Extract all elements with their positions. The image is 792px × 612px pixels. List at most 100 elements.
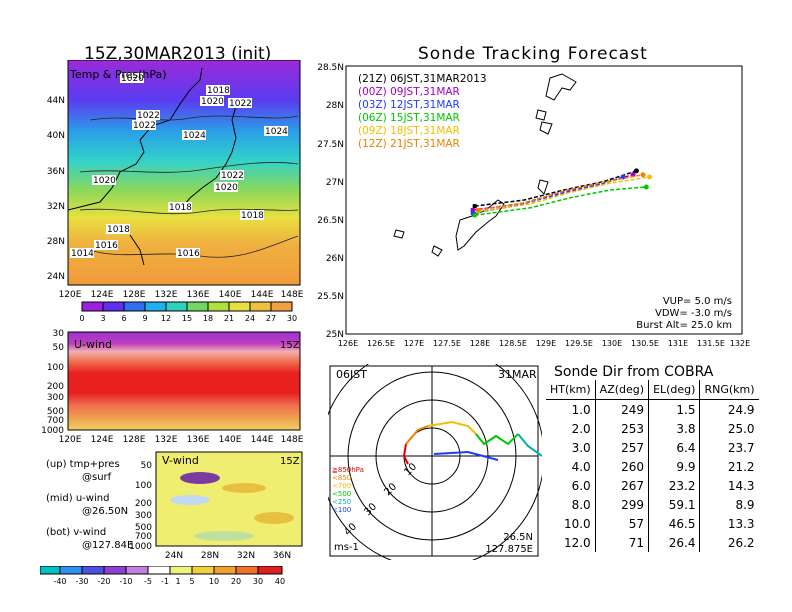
lon-tick: 140E <box>219 290 242 300</box>
p-tick: 700 <box>47 416 64 426</box>
colorbar-tick: 30 <box>253 577 263 586</box>
col-header: RNG(km) <box>699 380 759 400</box>
colorbar-tick: 0 <box>79 314 84 323</box>
p-tick: 1000 <box>41 426 64 436</box>
lon-tick: 128E <box>123 435 146 444</box>
colorbar-tick: -5 <box>144 577 152 586</box>
sonde-dir-table: HT(km) AZ(deg) EL(deg) RNG(km) 1.0 249 1.5… <box>546 380 759 552</box>
col-header: AZ(deg) <box>594 380 649 400</box>
colorbar-tick: 9 <box>142 314 147 323</box>
legend-entry-06z: (06Z) 15JST,31MAR <box>358 112 460 124</box>
panel-notes: (up) tmp+pres @surf (mid) u-wind @26.50N… <box>46 458 133 552</box>
hodo-loc-lon: 127.875E <box>485 544 533 555</box>
p-tick: 500 <box>135 523 152 533</box>
pressure-label: 1020 <box>215 183 238 193</box>
legend-entry-21z: (21Z) 06JST,31MAR2013 <box>358 73 487 85</box>
lon-tick: 124E <box>91 435 114 444</box>
pressure-label: 1024 <box>265 127 288 137</box>
pressure-label: 1018 <box>207 86 230 96</box>
colorbar-tick: 5 <box>189 577 194 586</box>
colorbar-tick: 20 <box>231 577 241 586</box>
track-start <box>470 211 475 216</box>
lon-tick: 120E <box>59 290 82 300</box>
lon-tick: 130.5E <box>631 339 659 348</box>
p-tick: 200 <box>47 382 64 392</box>
temp-pres-map: 1020 1018 1020 1022 1022 1022 1024 1024 … <box>47 60 304 323</box>
track-lon-ticks: 126E 126.5E 127E 127.5E 128E 128.5E 129E… <box>338 339 750 348</box>
lat-tick: 32N <box>47 202 65 212</box>
right-title: Sonde Tracking Forecast <box>418 44 648 64</box>
track-lines <box>470 168 653 218</box>
p-tick: 300 <box>135 511 152 521</box>
uwind-lon-ticks: 120E 124E 128E 132E 136E 140E 144E 148E <box>59 435 304 444</box>
track-start <box>476 207 480 212</box>
pressure-label: 1024 <box>183 131 206 141</box>
lon-tick: 132E <box>155 435 178 444</box>
note-up: (up) tmp+pres <box>46 459 120 470</box>
lat-tick: 27N <box>326 178 344 188</box>
p-tick: 500 <box>47 407 64 417</box>
lat-tick: 40N <box>47 131 65 141</box>
lat-tick: 25.5N <box>317 292 344 302</box>
layer-label: <100 <box>332 506 351 514</box>
lat-tick: 27.5N <box>317 140 344 150</box>
table-row: 10.0 57 46.5 13.3 <box>546 514 759 533</box>
layer-label: <250 <box>332 498 351 506</box>
legend-entry-09z: (09Z) 18JST,31MAR <box>358 125 460 137</box>
hodo-time-right: 31MAR <box>498 368 537 381</box>
vup-text: VUP= 5.0 m/s <box>663 296 732 307</box>
legend-entry-00z: (00Z) 09JST,31MAR <box>358 86 460 98</box>
lat-tick: 24N <box>47 272 65 282</box>
colorbar-tick: 3 <box>100 314 105 323</box>
pressure-label: 1018 <box>241 211 264 221</box>
lat-tick: 26N <box>326 254 344 264</box>
track-line <box>474 186 647 217</box>
colorbar-tick: 15 <box>182 314 192 323</box>
hodo-loc-lat: 26.5N <box>503 532 533 543</box>
p-tick: 700 <box>135 532 152 542</box>
uwind-p-ticks: 30 50 100 200 300 500 700 1000 <box>41 329 64 436</box>
lon-tick: 148E <box>281 435 304 444</box>
lat-tick: 28N <box>47 237 65 247</box>
track-line <box>474 170 637 207</box>
lat-tick: 44N <box>47 96 65 106</box>
track-legend: (21Z) 06JST,31MAR2013 (00Z) 09JST,31MAR … <box>358 73 487 150</box>
lon-tick: 126E <box>338 339 358 348</box>
burst-alt-text: Burst Alt= 25.0 km <box>636 320 732 331</box>
pressure-label: 1022 <box>133 121 156 131</box>
track-lat-ticks: 28.5N 28N 27.5N 27N 26.5N 26N 25.5N 25N <box>317 63 344 340</box>
p-tick: 100 <box>135 481 152 491</box>
pressure-label: 1014 <box>71 249 94 259</box>
pressure-label: 1018 <box>107 225 130 235</box>
lon-tick: 129.5E <box>565 339 593 348</box>
track-endpoint <box>643 184 649 190</box>
layer-label: <700 <box>332 482 351 490</box>
colorbar-tick: 40 <box>275 577 285 586</box>
colorbar-tick: -1 <box>161 577 169 586</box>
temp-colorbar-ticks: 0 3 6 9 12 15 18 21 24 27 30 <box>79 314 297 323</box>
uwind-label: U-wind <box>74 338 112 351</box>
p-tick: 1000 <box>129 542 152 552</box>
table-row: 6.0 267 23.2 14.3 <box>546 476 759 495</box>
lon-tick: 128E <box>123 290 146 300</box>
col-header: HT(km) <box>546 380 596 400</box>
hodo-unit: ms-1 <box>334 542 359 553</box>
table-row: 1.0 249 1.5 24.9 <box>546 399 759 419</box>
lat-tick: 24N <box>165 551 183 561</box>
layer-label: <850 <box>332 474 351 482</box>
lon-tick: 126.5E <box>367 339 395 348</box>
lon-tick: 132E <box>155 290 178 300</box>
temp-colorbar <box>81 301 293 312</box>
lon-tick: 144E <box>251 435 274 444</box>
colorbar-tick: 12 <box>161 314 171 323</box>
hodo-time-left: 06JST <box>336 368 367 381</box>
table-row: 4.0 260 9.9 21.2 <box>546 457 759 476</box>
track-line <box>477 173 644 211</box>
uwind-panel: U-wind 15Z 30 50 100 200 300 500 700 100… <box>41 329 304 444</box>
legend-entry-03z: (03Z) 12JST,31MAR <box>358 99 460 111</box>
note-up-level: @surf <box>82 472 112 483</box>
vwind-time: 15Z <box>280 456 300 467</box>
lat-tick: 25N <box>326 330 344 340</box>
lon-tick: 132E <box>730 339 750 348</box>
table-row: 8.0 299 59.1 8.9 <box>546 495 759 514</box>
